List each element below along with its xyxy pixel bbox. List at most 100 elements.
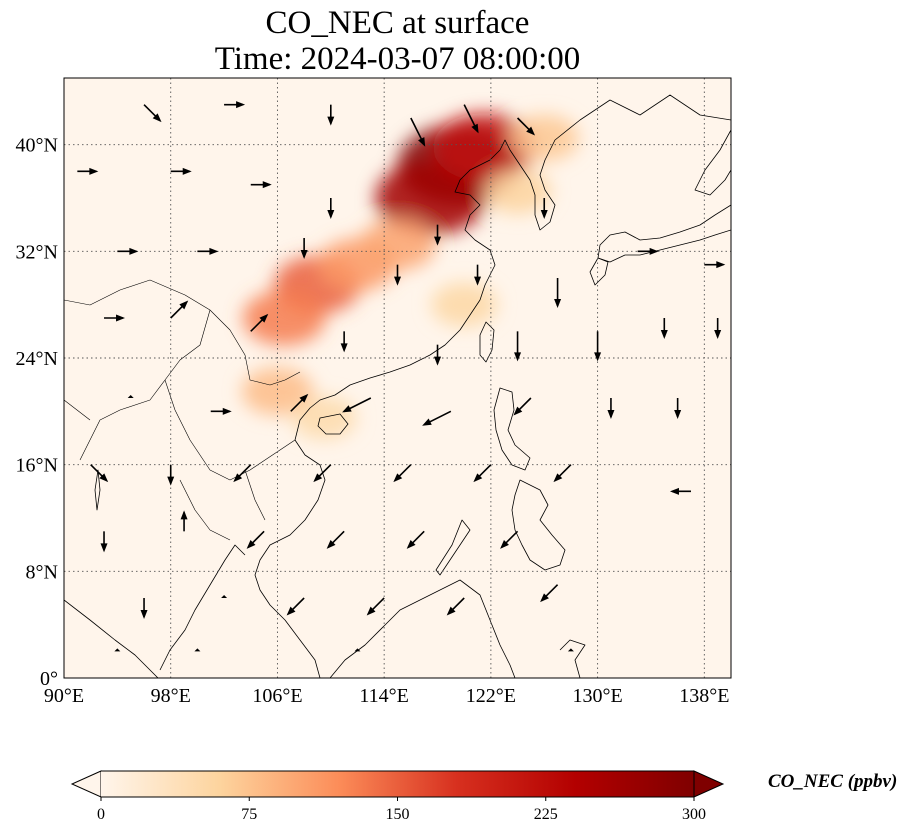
wind-arrow [140, 598, 148, 619]
wind-arrow [410, 117, 426, 147]
wind-arrow [540, 584, 559, 603]
coastlines [64, 94, 731, 678]
colorbar-ticks: 0 75 150 225 300 [97, 797, 706, 823]
visayas-mindanao-coastline [511, 479, 566, 571]
wind-arrow [607, 398, 615, 419]
wind-arrow [446, 597, 465, 616]
wind-vectors [77, 101, 726, 652]
co-plume-9 [483, 168, 552, 214]
wind-arrow [714, 318, 722, 339]
wind-arrow [567, 648, 574, 652]
wind-arrow [286, 597, 305, 616]
colorbar-lower-extension [70, 770, 102, 798]
wind-arrow [513, 397, 532, 416]
wind-arrow [394, 264, 401, 286]
colorbar-tick-label: 75 [241, 806, 257, 823]
colorbar-label: CO_NEC (ppbv) [768, 771, 898, 792]
wind-arrow [500, 530, 519, 549]
wind-arrow [514, 331, 522, 362]
colorbar-tick-label: 225 [534, 806, 558, 823]
wind-arrow [197, 247, 219, 255]
wind-arrow [553, 464, 572, 483]
map-timestamp: Time: 2024-03-07 08:00:00 [214, 41, 581, 77]
co-plume-4 [242, 290, 326, 346]
latitude-tick-label: 32°N [16, 241, 58, 263]
wind-arrow [554, 278, 562, 308]
wind-arrow [393, 464, 412, 483]
latitude-tick-label: 8°N [26, 561, 58, 583]
wind-arrow [224, 101, 246, 109]
longitude-axis: 90°E 98°E 106°E 114°E 122°E 130°E 138°E [44, 685, 730, 707]
wind-arrow [194, 648, 201, 652]
andaman-islands [94, 469, 101, 511]
wind-arrow [170, 167, 192, 175]
japan-north-coastline [694, 129, 731, 196]
co-plume-7 [241, 367, 314, 416]
colorbar-gradient [101, 771, 694, 797]
co-concentration-field [241, 113, 579, 440]
wind-arrow [170, 300, 189, 319]
longitude-tick-label: 130°E [572, 685, 622, 707]
sumatra-coastline [64, 599, 159, 678]
wind-arrow [117, 247, 139, 255]
wind-arrow [127, 395, 134, 398]
wind-arrow [434, 224, 442, 246]
taiwan-coastline [479, 321, 495, 363]
latitude-axis: 0° 8°N 16°N 24°N 32°N 40°N [16, 135, 58, 690]
wind-arrow [354, 648, 361, 652]
map-frame [63, 77, 732, 679]
wind-arrow [210, 407, 232, 415]
wind-arrow [77, 167, 99, 175]
wind-arrow [342, 397, 372, 413]
wind-arrow [90, 464, 109, 483]
map-title: CO_NEC at surface [265, 5, 530, 41]
sulawesi-coastline [559, 639, 586, 678]
wind-arrow [366, 597, 385, 616]
wind-arrow [516, 117, 536, 136]
wind-arrow [180, 510, 188, 532]
hainan-coastline [317, 413, 349, 435]
longitude-tick-label: 114°E [359, 685, 408, 707]
colorbar-tick-label: 150 [386, 806, 410, 823]
wind-arrow [104, 314, 126, 322]
longitude-tick-label: 138°E [679, 685, 729, 707]
wind-arrow [246, 530, 265, 549]
co-plume-10 [431, 282, 498, 327]
longitude-tick-label: 98°E [151, 685, 191, 707]
wind-arrow [250, 181, 272, 189]
wind-arrow [637, 247, 659, 255]
country-borders [64, 279, 301, 541]
wind-arrow [406, 530, 425, 549]
wind-arrow [327, 198, 335, 219]
co-plume-2 [433, 113, 536, 182]
kyushu-coastline [589, 257, 609, 286]
wind-arrow [250, 313, 269, 332]
wind-arrow [300, 238, 308, 259]
wind-arrow [434, 344, 442, 366]
colorbar-tick-label: 300 [682, 806, 706, 823]
graticule [64, 78, 731, 678]
palawan-coastline [435, 519, 471, 576]
latitude-tick-label: 16°N [16, 455, 58, 477]
co-plume-11 [509, 114, 579, 162]
wind-arrow [474, 264, 482, 286]
colorbar-upper-extension [693, 770, 725, 798]
co-plume-6 [359, 219, 436, 270]
wind-arrow [290, 393, 309, 412]
wind-arrow [221, 595, 228, 598]
wind-arrow [114, 648, 121, 652]
wind-arrow [233, 464, 252, 483]
longitude-tick-label: 90°E [44, 685, 84, 707]
luzon-coastline [493, 387, 531, 471]
latitude-tick-label: 40°N [16, 135, 58, 157]
colorbar: 0 75 150 225 300 [70, 770, 725, 823]
co-plume-8 [291, 396, 357, 440]
wind-arrow [463, 104, 479, 134]
longitude-tick-label: 106°E [252, 685, 302, 707]
wind-arrow [594, 331, 602, 362]
wind-arrow [340, 331, 348, 353]
wind-arrow [143, 104, 162, 123]
borneo-coastline [329, 579, 516, 678]
wind-arrow [540, 198, 548, 219]
